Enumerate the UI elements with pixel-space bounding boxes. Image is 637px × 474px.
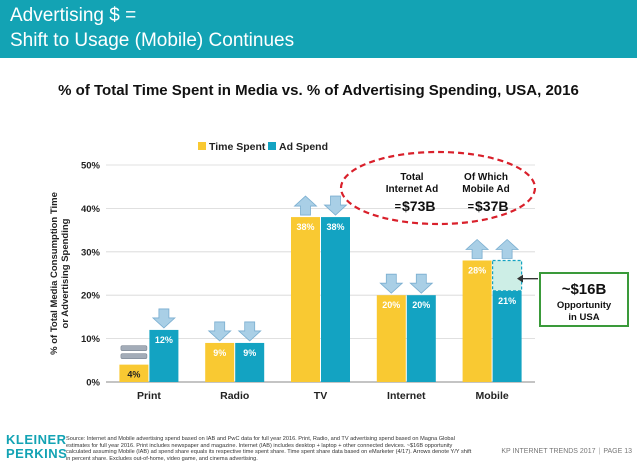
bar [205, 342, 235, 382]
opportunity-line2: in USA [568, 312, 599, 323]
bar [406, 295, 436, 382]
data-label: 9% [213, 348, 226, 358]
bar [235, 342, 265, 382]
oval-col1-prefix: = [395, 201, 401, 213]
x-tick-label: TV [314, 390, 327, 402]
slide-title-line2: Shift to Usage (Mobile) Continues [10, 30, 295, 51]
down-arrow-icon [151, 308, 176, 329]
bar [119, 364, 149, 382]
y-axis-label-line2: or Advertising Spending [60, 218, 71, 328]
legend-label: Time Spent [209, 141, 266, 153]
legend-swatch [198, 142, 206, 150]
y-tick-label: 50% [81, 161, 101, 172]
oval-col1-line2: Internet Ad [386, 184, 438, 195]
legend-swatch [268, 142, 276, 150]
opportunity-value: ~$16B [562, 281, 607, 298]
mobile-gap-box [492, 259, 523, 292]
report-name: KP INTERNET TRENDS 2017 [501, 448, 596, 455]
bar [462, 260, 492, 382]
y-tick-label: 20% [81, 291, 101, 302]
source-note: Source: Internet and Mobile advertising … [66, 436, 472, 462]
data-label: 38% [296, 222, 314, 232]
equal-arrow-icon [120, 353, 148, 359]
data-label: 9% [243, 348, 256, 358]
bar [321, 217, 350, 382]
x-tick-label: Internet [387, 390, 426, 402]
pointer-arrow-head-icon [517, 274, 523, 283]
oval-col1-value: $73B [402, 198, 435, 214]
down-arrow-icon [207, 321, 232, 342]
data-label: 21% [498, 296, 516, 306]
oval-col1-line1: Total [400, 172, 423, 183]
down-arrow-icon [237, 321, 262, 342]
bar [149, 329, 179, 382]
down-arrow-icon [379, 273, 404, 294]
oval-col2-value: $37B [475, 198, 508, 214]
data-label: 4% [127, 369, 140, 379]
footer-separator: | [598, 448, 601, 455]
kleiner-perkins-logo: KLEINER PERKINS [6, 433, 67, 461]
oval-col2-prefix: = [468, 201, 474, 213]
data-label: 20% [382, 300, 400, 310]
data-label: 38% [326, 222, 344, 232]
x-tick-label: Radio [220, 390, 249, 402]
x-tick-label: Mobile [475, 390, 508, 402]
bar [492, 290, 522, 382]
oval-annotation [339, 150, 537, 226]
y-axis-label-line1: % of Total Media Consumption Time [49, 192, 60, 355]
page-footer: KP INTERNET TRENDS 2017 | PAGE 13 [480, 448, 632, 455]
slide-title-line1: Advertising $ = [10, 5, 137, 26]
down-arrow-icon [409, 273, 434, 294]
opportunity-line1: Opportunity [557, 300, 612, 311]
data-label: 12% [155, 335, 173, 345]
y-tick-label: 10% [81, 334, 101, 345]
oval-col2-line2: Mobile Ad [462, 184, 509, 195]
data-label: 28% [468, 265, 486, 275]
opportunity-box [539, 272, 629, 327]
logo-line1: KLEINER [6, 432, 67, 447]
data-label: 20% [412, 300, 430, 310]
down-arrow-icon [323, 195, 348, 216]
legend-label: Ad Spend [279, 141, 328, 153]
title-band: Advertising $ = Shift to Usage (Mobile) … [0, 0, 637, 58]
y-tick-label: 40% [81, 204, 101, 215]
bar [291, 217, 320, 382]
oval-col2-line1: Of Which [464, 172, 508, 183]
up-arrow-icon [293, 195, 318, 216]
bar [376, 295, 406, 382]
up-arrow-icon [495, 238, 520, 259]
x-tick-label: Print [137, 390, 161, 402]
y-tick-label: 30% [81, 247, 101, 258]
equal-arrow-icon [120, 345, 148, 351]
y-tick-label: 0% [86, 378, 100, 389]
up-arrow-icon [465, 238, 490, 259]
page-number: PAGE 13 [603, 448, 632, 455]
chart-title: % of Total Time Spent in Media vs. % of … [58, 82, 579, 99]
logo-line2: PERKINS [6, 446, 68, 461]
